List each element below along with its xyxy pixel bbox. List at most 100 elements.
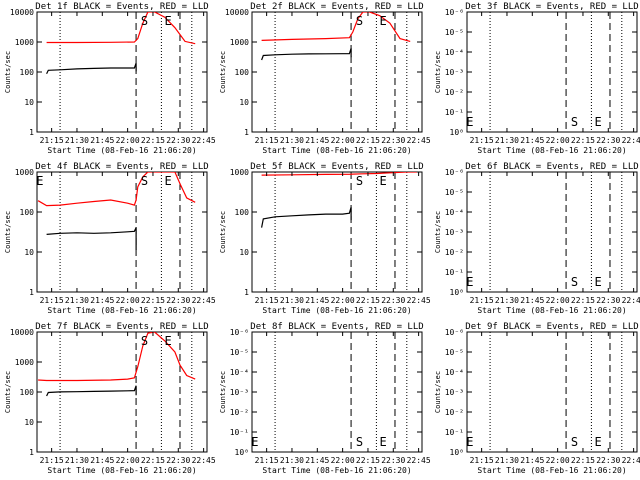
x-tick-label: 21:30 xyxy=(280,296,304,305)
y-axis-label: Counts/sec xyxy=(434,51,442,93)
x-tick-label: 22:45 xyxy=(407,296,431,305)
series-line-black xyxy=(46,62,137,75)
y-tick-label: 10 xyxy=(24,248,34,257)
panel-8: Det 8f BLACK = Events, RED = LLD E S E 21:15… xyxy=(219,322,431,475)
x-tick-label: 21:30 xyxy=(65,456,89,465)
y-tick-label: 10⁻⁶ xyxy=(230,328,249,337)
x-tick-label: 22:15 xyxy=(356,456,380,465)
x-tick-label: 22:30 xyxy=(381,296,405,305)
marker-S: S xyxy=(141,14,148,28)
panel-3: Det 3f BLACK = Events, RED = LLD E S E 21:15… xyxy=(434,2,640,155)
x-tick-label: 22:00 xyxy=(116,136,140,145)
y-axis-label: Counts/sec xyxy=(4,371,12,413)
marker-E: E xyxy=(165,334,172,348)
y-tick-label: 1 xyxy=(29,288,34,297)
x-tick-label: 22:30 xyxy=(381,456,405,465)
panel-title: Det 7f BLACK = Events, RED = LLD xyxy=(35,322,208,332)
series-line-red xyxy=(37,172,196,207)
x-tick-label: 21:15 xyxy=(255,296,279,305)
y-tick-label: 10⁰ xyxy=(235,448,249,457)
x-tick-label: 22:30 xyxy=(596,136,620,145)
y-tick-label: 10000 xyxy=(10,8,34,17)
marker-E: E xyxy=(466,275,473,289)
marker-E: E xyxy=(595,275,602,289)
x-tick-label: 21:45 xyxy=(90,136,114,145)
y-tick-label: 10⁻⁴ xyxy=(445,48,464,57)
y-tick-label: 10000 xyxy=(10,328,34,337)
marker-S: S xyxy=(571,115,578,129)
y-tick-label: 10⁻⁵ xyxy=(230,348,249,357)
x-tick-label: 22:45 xyxy=(192,456,216,465)
marker-E: E xyxy=(251,435,258,449)
y-tick-label: 10⁻³ xyxy=(445,68,464,77)
plot-frame xyxy=(36,11,208,133)
y-axis-label: Counts/sec xyxy=(4,211,12,253)
y-axis-label: Counts/sec xyxy=(434,371,442,413)
marker-E: E xyxy=(380,174,387,188)
x-tick-label: 21:15 xyxy=(40,456,64,465)
panel-6: Det 6f BLACK = Events, RED = LLD E S E 21:15… xyxy=(434,162,640,315)
x-tick-label: 22:30 xyxy=(596,456,620,465)
y-tick-label: 10⁻² xyxy=(445,88,464,97)
marker-E: E xyxy=(595,115,602,129)
y-tick-label: 10 xyxy=(239,248,249,257)
panel-title: Det 5f BLACK = Events, RED = LLD xyxy=(250,162,423,172)
x-tick-label: 21:45 xyxy=(520,136,544,145)
x-tick-label: 22:15 xyxy=(571,296,595,305)
x-tick-label: 22:00 xyxy=(116,456,140,465)
y-tick-label: 10⁰ xyxy=(450,288,464,297)
y-tick-label: 1 xyxy=(244,288,249,297)
panel-4: Det 4f BLACK = Events, RED = LLD E S E 21:15… xyxy=(4,162,216,315)
x-tick-label: 22:45 xyxy=(192,296,216,305)
marker-E: E xyxy=(595,435,602,449)
x-axis-label: Start Time (08-Feb-16 21:06:20) xyxy=(47,306,196,315)
panel-title: Det 2f BLACK = Events, RED = LLD xyxy=(250,2,423,12)
series-line-black xyxy=(46,227,137,250)
x-tick-label: 22:15 xyxy=(141,136,165,145)
series-line-red xyxy=(261,172,417,176)
x-tick-label: 22:45 xyxy=(622,296,640,305)
x-tick-label: 21:15 xyxy=(40,136,64,145)
y-tick-label: 10⁻¹ xyxy=(230,428,249,437)
y-tick-label: 10⁻² xyxy=(230,408,249,417)
x-tick-label: 21:15 xyxy=(255,456,279,465)
y-tick-label: 1 xyxy=(244,128,249,137)
y-tick-label: 100 xyxy=(20,208,35,217)
y-tick-label: 10⁻⁴ xyxy=(445,368,464,377)
plot-frame xyxy=(251,171,423,293)
marker-E: E xyxy=(380,435,387,449)
y-tick-label: 100 xyxy=(235,68,250,77)
marker-S: S xyxy=(141,174,148,188)
marker-S: S xyxy=(356,14,363,28)
y-tick-label: 10⁻¹ xyxy=(445,268,464,277)
x-tick-label: 21:30 xyxy=(495,136,519,145)
marker-E: E xyxy=(165,174,172,188)
y-tick-label: 1000 xyxy=(230,168,249,177)
plot-frame xyxy=(466,331,638,453)
x-tick-label: 21:15 xyxy=(40,296,64,305)
y-axis-label: Counts/sec xyxy=(4,51,12,93)
marker-E: E xyxy=(380,14,387,28)
series-line-black xyxy=(261,207,352,228)
plot-frame xyxy=(466,171,638,293)
y-tick-label: 10⁰ xyxy=(450,128,464,137)
y-tick-label: 10⁰ xyxy=(450,448,464,457)
y-axis-label: Counts/sec xyxy=(219,371,227,413)
panel-title: Det 8f BLACK = Events, RED = LLD xyxy=(250,322,423,332)
series-line-red xyxy=(261,12,411,42)
y-axis-label: Counts/sec xyxy=(219,211,227,253)
x-tick-label: 22:00 xyxy=(546,296,570,305)
y-tick-label: 10⁻⁶ xyxy=(445,328,464,337)
series-line-black xyxy=(261,48,352,61)
x-tick-label: 22:45 xyxy=(622,456,640,465)
x-axis-label: Start Time (08-Feb-16 21:06:20) xyxy=(262,306,411,315)
plot-frame xyxy=(251,11,423,133)
x-tick-label: 21:30 xyxy=(495,456,519,465)
marker-S: S xyxy=(356,174,363,188)
y-tick-label: 100 xyxy=(20,68,35,77)
y-tick-label: 1000 xyxy=(230,38,249,47)
x-axis-label: Start Time (08-Feb-16 21:06:20) xyxy=(477,466,626,475)
